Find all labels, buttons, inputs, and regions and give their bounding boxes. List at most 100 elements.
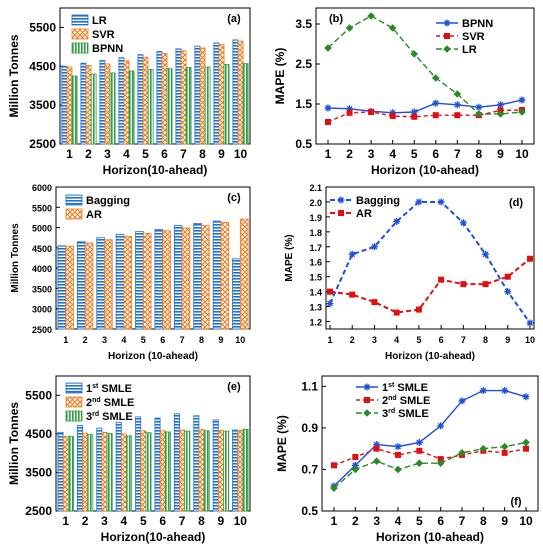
- y-tick-label: 1.1: [301, 379, 318, 393]
- bar: [106, 433, 113, 512]
- bar: [220, 221, 230, 330]
- point: [415, 438, 423, 446]
- point: [331, 462, 337, 469]
- legend-label-rest: SMLE: [397, 395, 431, 407]
- legend-swatch: [65, 208, 83, 220]
- bar: [147, 68, 154, 145]
- point: [410, 108, 418, 116]
- legend-label-sup: st: [388, 382, 395, 389]
- point: [459, 219, 467, 227]
- point: [326, 300, 334, 308]
- bar: [159, 430, 166, 512]
- x-axis-label: Horizon(10-ahead): [103, 163, 208, 177]
- bar: [239, 218, 249, 330]
- x-tick-label: 3: [102, 335, 107, 345]
- y-tick-label: 0.9: [301, 421, 318, 435]
- bar: [96, 427, 103, 512]
- y-tick-label: 2500: [29, 137, 56, 151]
- x-tick-label: 8: [476, 147, 483, 161]
- point: [346, 109, 353, 116]
- bar: [223, 430, 230, 512]
- point: [415, 198, 423, 206]
- point: [324, 104, 332, 112]
- y-tick-label: 5000: [32, 224, 52, 234]
- x-tick-label: 9: [501, 514, 508, 528]
- bar: [76, 241, 86, 330]
- chart-d: 1.2 1.3 1.4 1.5 1.6 1.7 1.8 1.9 2.0 2.1 1 2 3 4 5 6 7 8 9 1…: [284, 183, 535, 362]
- point: [432, 112, 439, 119]
- x-tick-label: 6: [160, 335, 165, 345]
- legend-swatch: [65, 382, 83, 394]
- x-tick-label: 4: [389, 147, 396, 161]
- x-tick-label: 6: [161, 147, 168, 161]
- legend-label-sup: st: [92, 383, 99, 390]
- y-tick-label: 1.8: [309, 228, 322, 238]
- legend-label: AR: [86, 209, 102, 221]
- bar: [71, 75, 78, 145]
- legend-label-num: 1: [382, 382, 388, 394]
- legend-label: 1st SMLE: [86, 383, 132, 395]
- y-tick-label: 1.6: [309, 258, 322, 268]
- bar: [104, 239, 113, 330]
- y-tick-label: 0.5: [295, 137, 312, 151]
- x-tick-label: 3: [373, 514, 380, 528]
- series-line: [333, 447, 527, 466]
- y-tick-label: 4500: [25, 427, 52, 441]
- legend-swatch: [71, 14, 89, 26]
- plot-frame: [321, 375, 539, 512]
- legend-label-rest: SMLE: [98, 383, 132, 395]
- point: [522, 438, 530, 447]
- y-tick-label: 1.9: [309, 213, 322, 223]
- legend-label: 2nd SMLE: [382, 395, 430, 407]
- point: [389, 109, 397, 117]
- plot-frame: [59, 7, 251, 145]
- point: [389, 113, 396, 119]
- bar: [80, 62, 87, 145]
- plot-frame: [55, 186, 251, 330]
- x-axis-label: Horizon (10-ahead): [108, 351, 198, 362]
- bar: [232, 429, 239, 512]
- x-tick-label: 4: [394, 335, 399, 345]
- chart-b: 0.5 1.5 2.5 3.5 1 2 3 4 5 6 7 8 9 10 Horizon (10-ahead…: [273, 7, 535, 177]
- bar: [145, 432, 152, 512]
- x-tick-label: 2: [352, 514, 359, 528]
- y-tick-label: 1.4: [309, 288, 322, 298]
- legend-label: Bagging: [356, 195, 400, 207]
- bar: [193, 223, 202, 330]
- x-tick-label: 6: [159, 514, 166, 528]
- point: [501, 449, 508, 456]
- bar: [175, 48, 182, 145]
- legend-label: 2nd SMLE: [86, 397, 134, 409]
- bar: [232, 258, 241, 330]
- panel-tag: (b): [329, 13, 343, 25]
- y-tick-label: 1.5: [309, 273, 322, 283]
- point: [475, 110, 483, 118]
- legend-label-rest: SMLE: [395, 408, 429, 420]
- legend-label: BPNN: [92, 43, 123, 55]
- legend-swatch: [71, 42, 89, 54]
- plot-frame: [315, 7, 535, 145]
- x-tick-label: 2: [85, 147, 92, 161]
- x-tick-label: 5: [416, 514, 423, 528]
- point: [324, 44, 332, 52]
- legend-swatch: [65, 194, 83, 206]
- x-tick-label: 8: [198, 514, 205, 528]
- point: [527, 255, 533, 262]
- bar: [237, 40, 244, 145]
- legend-label-num: 1: [86, 383, 92, 395]
- series-line: [333, 441, 527, 489]
- x-tick-label: 5: [142, 147, 149, 161]
- x-tick-label: 4: [123, 147, 130, 161]
- point: [394, 465, 402, 474]
- bar: [67, 436, 74, 512]
- chart-c: 2500 3000 3500 4000 4500 5000 5500 6000 1 2 3 4 5 6 7 8…: [10, 183, 251, 362]
- legend-label-rest: SMLE: [101, 397, 135, 409]
- y-tick-label: 3000: [32, 305, 52, 315]
- x-tick-label: 6: [439, 335, 444, 345]
- point: [351, 465, 360, 474]
- x-tick-label: 3: [104, 147, 111, 161]
- point: [454, 112, 461, 119]
- bar: [212, 419, 219, 512]
- point: [345, 24, 354, 32]
- point: [500, 442, 509, 451]
